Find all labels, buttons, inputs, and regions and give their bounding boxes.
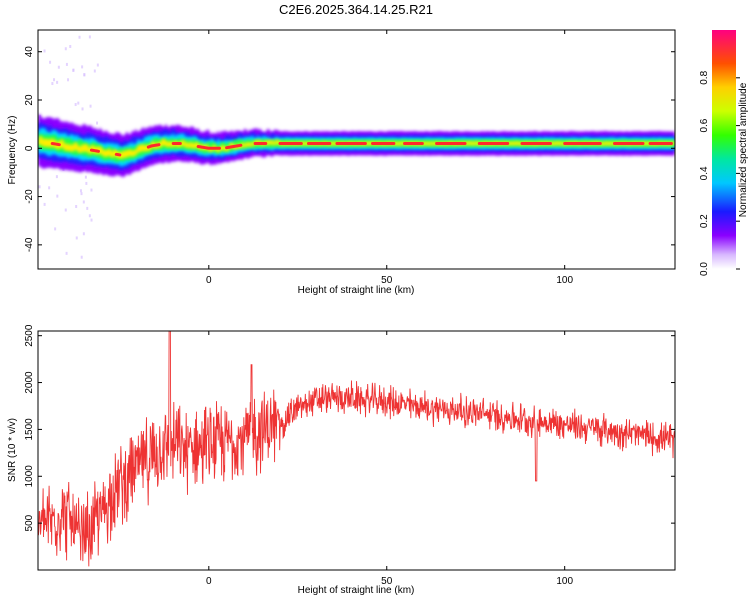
snr-x-tick-label: 0	[206, 576, 212, 587]
spectrogram-speckle	[64, 47, 67, 51]
spectrogram-frame	[37, 29, 676, 270]
spectrogram-speckle	[57, 65, 60, 69]
spectrogram-y-tick-label: -20	[24, 189, 35, 204]
spectrogram-speckle	[82, 200, 85, 204]
snr-ticks: 0 50 100 500 1000 1500 2000 2500	[24, 324, 675, 587]
spectrogram-y-axis-label: Frequency (Hz)	[7, 116, 18, 185]
colorbar-tick-label: 0.2	[699, 214, 710, 228]
spectrogram-band-yellow	[38, 135, 675, 159]
spectrogram-band-cyan	[38, 127, 675, 167]
spectrogram-speckle	[80, 192, 83, 196]
snr-y-tick-label: 2000	[24, 371, 35, 394]
spectrogram-y-tick-label: 40	[24, 46, 35, 58]
spectrogram-x-tick-label: 100	[556, 275, 573, 286]
snr-y-tick-label: 2500	[24, 324, 35, 347]
spectrogram-y-tick-label: 0	[24, 145, 35, 151]
snr-x-tick-label: 50	[381, 576, 393, 587]
spectrogram-speckle	[90, 188, 93, 192]
spectrogram-speckle	[96, 121, 99, 125]
snr-x-tick-label: 100	[556, 576, 573, 587]
colorbar-gradient	[712, 30, 736, 269]
spectrogram-speckle	[85, 181, 88, 185]
spectrogram-speckle	[74, 103, 77, 107]
snr-y-axis-label: SNR (10 * v/v)	[7, 418, 18, 482]
spectrogram-speckle	[82, 232, 85, 236]
spectrogram-speckle	[96, 63, 99, 67]
spectrogram-speckle	[53, 78, 56, 82]
spectrogram-band-green	[38, 131, 675, 163]
spectrogram-speckle	[84, 175, 87, 179]
spectrogram-peak-segment	[114, 152, 122, 157]
spectrogram-peak-segment	[225, 143, 243, 150]
spectrogram-speckle	[72, 68, 75, 72]
snr-y-tick-label: 1000	[24, 465, 35, 488]
spectrogram-speckle	[83, 73, 86, 77]
spectrogram-speckle	[38, 185, 41, 189]
spectrogram-panel: 0 50 100 -40 -20 0 20 40 Height of straight lin…	[7, 29, 676, 296]
snr-series-line	[38, 331, 675, 567]
spectrogram-speckle	[79, 189, 82, 193]
spectrogram-speckle	[69, 44, 72, 48]
spectrogram-speckle	[56, 194, 59, 198]
figure-title: C2E6.2025.364.14.25.R21	[279, 2, 433, 17]
spectrogram-speckle	[64, 208, 67, 212]
colorbar-tick-label: 0.4	[699, 166, 710, 180]
snr-marks	[38, 331, 675, 567]
spectrogram-peak-segment	[196, 144, 221, 150]
snr-y-tick-label: 1500	[24, 418, 35, 441]
spectrogram-speckle	[88, 35, 91, 39]
spectrogram-y-tick-label: 20	[24, 94, 35, 106]
spectrogram-x-tick-label: 0	[206, 275, 212, 286]
snr-frame	[37, 330, 676, 571]
spectrogram-speckle	[88, 214, 91, 218]
spectrogram-marks	[38, 35, 675, 259]
spectrogram-speckle	[43, 49, 46, 53]
spectrogram-speckle	[56, 80, 59, 84]
spectrogram-peak-segment	[146, 143, 161, 149]
colorbar-tick-label: 0.8	[699, 70, 710, 84]
spectrogram-ticks: 0 50 100 -40 -20 0 20 40	[24, 30, 675, 286]
spectrogram-speckle	[75, 236, 78, 240]
colorbar-ticks: 0.0 0.2 0.4 0.6 0.8	[699, 70, 740, 276]
spectrogram-speckle	[51, 82, 54, 86]
spectrogram-speckle	[90, 218, 93, 222]
snr-x-axis-label: Height of straight line (km)	[298, 585, 415, 596]
spectrogram-speckle	[93, 69, 96, 73]
colorbar-tick-label: 0.0	[699, 262, 710, 276]
spectrogram-speckle	[89, 104, 92, 108]
spectrogram-speckle	[43, 202, 46, 206]
spectrogram-peak-segment	[50, 141, 61, 147]
spectrogram-speckle	[81, 65, 84, 69]
spectrogram-speckle	[77, 101, 80, 105]
spectrogram-x-tick-label: 50	[381, 275, 393, 286]
spectrogram-speckle	[81, 107, 84, 111]
snr-y-tick-label: 500	[24, 514, 35, 531]
spectrogram-x-axis-label: Height of straight line (km)	[298, 285, 415, 296]
spectrogram-speckle	[54, 227, 57, 231]
spectrogram-speckle	[48, 186, 51, 190]
spectrogram-y-tick-label: -40	[24, 237, 35, 252]
colorbar-label: Normalized spectral amplitude	[738, 82, 749, 217]
spectrogram-speckle	[86, 206, 89, 210]
colorbar-tick-label: 0.6	[699, 118, 710, 132]
spectrogram-speckle	[65, 251, 68, 255]
spectrogram-speckle	[78, 35, 81, 39]
snr-panel: 0 50 100 500 1000 1500 2000 2500 Height of stra…	[7, 324, 676, 596]
spectrogram-speckle	[80, 255, 83, 259]
spectrogram-speckle	[65, 62, 68, 66]
spectrogram-peak-segment	[89, 148, 100, 153]
spectrogram-speckle	[67, 78, 70, 82]
spectrogram-speckle	[55, 175, 58, 179]
spectrogram-speckle	[49, 60, 52, 64]
colorbar: 0.0 0.2 0.4 0.6 0.8 Normalized spectral ampl…	[699, 30, 749, 276]
spectrogram-speckle	[75, 205, 78, 209]
